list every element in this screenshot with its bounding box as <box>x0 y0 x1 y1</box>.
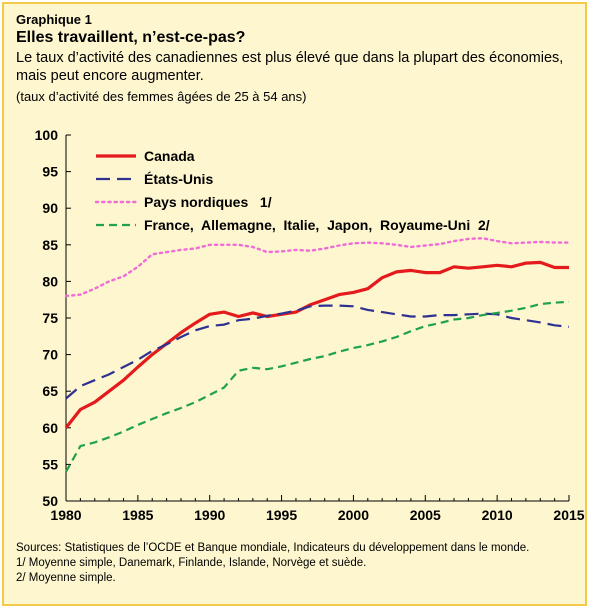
y-tick-label: 85 <box>42 237 58 253</box>
x-tick-label: 2015 <box>553 507 584 523</box>
chart-unit-label: (taux d’activité des femmes âgées de 25 … <box>16 89 307 104</box>
chart-header: Graphique 1 Elles travaillent, n’est-ce-… <box>16 12 575 105</box>
x-tick-label: 1990 <box>194 507 225 523</box>
y-tick-label: 65 <box>42 383 58 399</box>
line-chart: 50 55 60 65 70 75 80 85 90 95 100 1980 1985 1990 1995 2… <box>35 127 585 523</box>
y-tick-label: 75 <box>42 310 58 326</box>
y-tick-label: 50 <box>42 493 58 509</box>
footnote-1: 1/ Moyenne simple, Danemark, Finlande, I… <box>16 557 367 569</box>
legend-label-1: Canada <box>144 148 195 164</box>
chart-legend: Canada États-Unis Pays nordiques 1/France,… <box>94 148 490 233</box>
y-tick-label: 95 <box>42 164 58 180</box>
chart-panel: Graphique 1 Elles travaillent, n’est-ce-… <box>2 2 587 606</box>
chart-title: Elles travaillent, n’est-ce-pas? <box>16 29 246 46</box>
sources-note: Sources: Statistiques de l’OCDE et Banqu… <box>16 542 530 554</box>
x-tick-label: 1985 <box>122 507 153 523</box>
y-tick-label: 55 <box>42 456 58 472</box>
x-tick-label: 2000 <box>338 507 369 523</box>
chart-kicker: Graphique 1 <box>16 12 92 27</box>
y-tick-label: 100 <box>35 127 59 143</box>
x-tick-label: 2005 <box>410 507 441 523</box>
chart-axes: 50 55 60 65 70 75 80 85 90 95 100 1980 1985 1990 1995 2… <box>35 127 585 523</box>
series-line-4 <box>65 300 570 473</box>
x-tick-label: 2010 <box>482 507 513 523</box>
legend-label-3: Pays nordiques 1/ <box>144 194 272 210</box>
legend-label-2: États-Unis <box>144 171 213 187</box>
y-tick-label: 80 <box>42 273 58 289</box>
x-tick-label: 1980 <box>50 507 81 523</box>
series-line-2 <box>65 304 570 400</box>
chart-footnotes: Sources: Statistiques de l’OCDE et Banqu… <box>16 541 561 586</box>
series-line-1 <box>64 260 569 429</box>
y-tick-label: 90 <box>42 200 58 216</box>
footnote-2: 2/ Moyenne simple. <box>16 572 116 584</box>
y-tick-label: 70 <box>42 347 58 363</box>
chart-subtitle: Le taux d’activité des canadiennes est p… <box>16 50 564 84</box>
chart-series <box>64 236 571 473</box>
x-tick-label: 1995 <box>266 507 297 523</box>
legend-label-4: France, Allemagne, Italie, Japon, Royaum… <box>144 217 490 233</box>
series-line-3 <box>64 236 571 298</box>
y-tick-label: 60 <box>42 420 58 436</box>
